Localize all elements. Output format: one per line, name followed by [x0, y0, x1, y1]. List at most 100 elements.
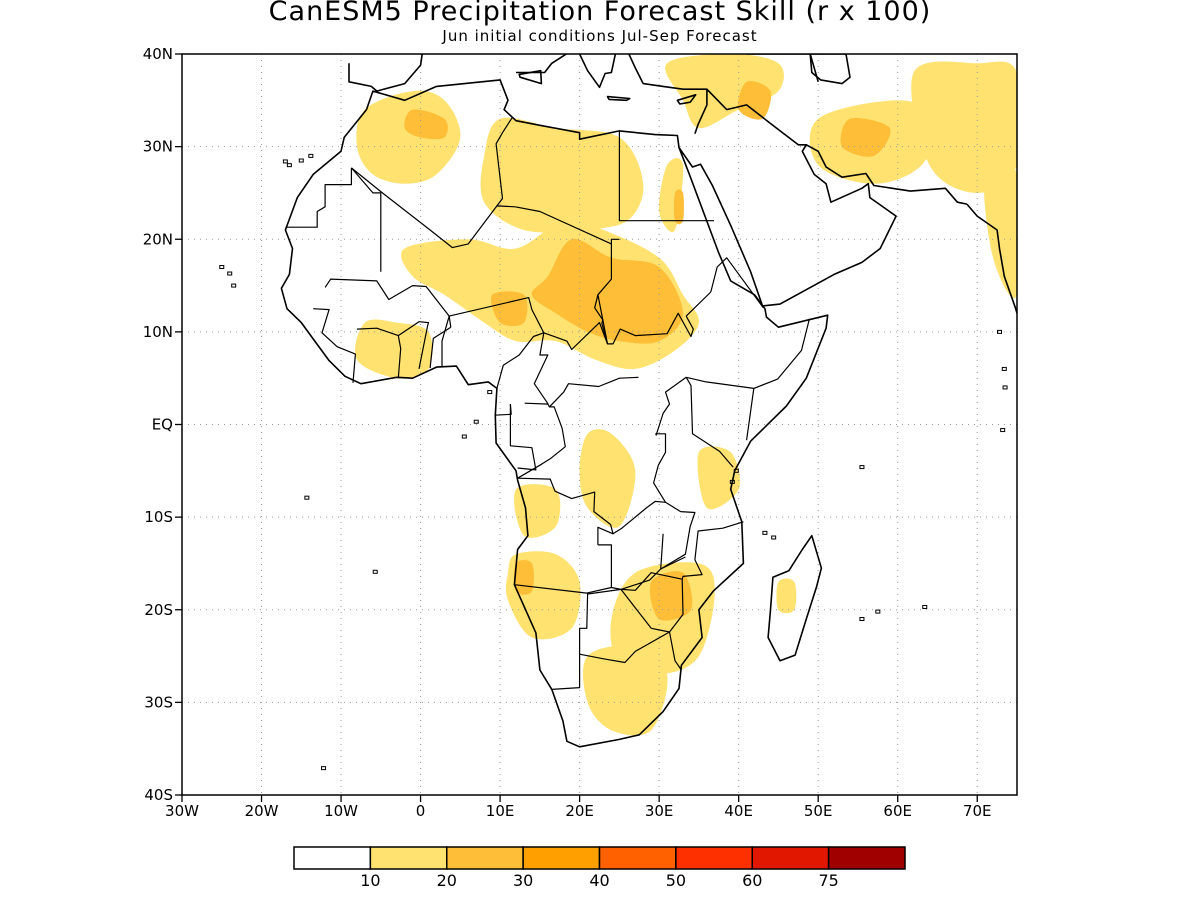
country-border-31	[579, 572, 684, 664]
legend-label: 30	[513, 871, 533, 890]
island-2	[282, 159, 288, 164]
x-tick-label: 30E	[645, 802, 674, 820]
coastline-caspian	[809, 54, 851, 85]
x-tick-label: 60E	[883, 802, 912, 820]
country-border-13	[610, 238, 620, 244]
legend-label: 75	[818, 871, 838, 890]
legend-label: 60	[742, 871, 762, 890]
country-border-35	[681, 521, 744, 580]
country-border-33	[653, 433, 667, 503]
skill-region-20	[737, 80, 772, 120]
coastline-sicily	[518, 69, 543, 85]
coastline-africa	[280, 79, 829, 748]
legend-swatch-1	[293, 846, 372, 870]
x-tick-label: 30W	[165, 802, 199, 820]
legend-swatch-7	[751, 846, 830, 870]
islands-layer	[219, 153, 1008, 771]
x-tick-label: 10E	[486, 802, 515, 820]
legend-label: 40	[589, 871, 609, 890]
coastline-cyprus	[676, 94, 697, 105]
island-24	[997, 329, 1003, 334]
skill-region-14	[911, 61, 1017, 193]
legend-swatch-6	[675, 846, 753, 870]
x-tick-label: 40E	[724, 802, 753, 820]
skill-region-12	[665, 54, 784, 129]
x-tick-label: 0	[416, 802, 426, 820]
island-7	[219, 265, 225, 270]
coastline-madagascar	[767, 534, 823, 662]
country-border-18	[746, 388, 755, 441]
island-6	[231, 283, 237, 288]
axes-layer: 30W 20W 10W 0 10E 20E 30E 40E 50E 60E 70E 40N 30N 20N…	[143, 45, 992, 820]
island-8	[461, 434, 467, 439]
country-border-29	[551, 586, 622, 690]
coastline-greece	[578, 54, 617, 89]
legend-label: 20	[437, 871, 457, 890]
island-17	[922, 604, 928, 609]
island-19	[733, 468, 739, 473]
legend-swatch-4	[522, 846, 601, 870]
country-border-24	[524, 402, 549, 405]
country-border-27	[517, 477, 614, 545]
coastline-crete	[606, 95, 631, 102]
country-border-17	[686, 318, 810, 389]
island-5	[227, 271, 233, 276]
island-13	[321, 766, 327, 771]
skill-region-23	[649, 571, 693, 621]
island-11	[372, 569, 378, 574]
country-border-34	[660, 533, 686, 570]
country-border-36	[313, 308, 356, 383]
island-22	[1002, 385, 1008, 390]
country-border-30	[612, 500, 696, 590]
island-16	[875, 609, 881, 614]
skill-region-24	[674, 189, 684, 225]
coastline-iran	[805, 144, 968, 205]
y-tick-label: 30S	[144, 693, 173, 711]
y-tick-label: 20N	[143, 230, 173, 248]
island-21	[771, 535, 777, 540]
coastline-arabia	[678, 88, 897, 307]
island-9	[473, 419, 479, 424]
coastline-europe_s	[348, 54, 423, 92]
island-23	[1001, 366, 1007, 371]
country-border-5	[397, 321, 430, 370]
legend-label: 50	[666, 871, 686, 890]
coastline-turkey	[628, 54, 707, 90]
color-legend: 10 20 30 40 50 60 75	[293, 846, 906, 890]
coastline-levant_sea	[746, 54, 819, 83]
map-title: CanESM5 Precipitation Forecast Skill (r …	[268, 0, 932, 27]
country-border-23	[517, 406, 566, 479]
skill-region-11	[776, 578, 797, 614]
y-tick-label: 40N	[143, 45, 173, 63]
y-tick-label: 30N	[143, 138, 173, 156]
x-tick-label: 20W	[245, 802, 279, 820]
legend-swatch-5	[598, 846, 677, 870]
country-border-16	[685, 291, 712, 317]
country-border-4	[324, 278, 452, 328]
skill-region-18	[531, 238, 683, 344]
island-1	[298, 158, 304, 163]
island-20	[762, 530, 768, 535]
country-border-20	[655, 376, 687, 436]
country-border-11	[495, 117, 513, 207]
country-borders-layer	[285, 117, 810, 690]
country-border-26	[509, 404, 537, 471]
x-tick-label: 70E	[963, 802, 992, 820]
skill-region-4	[355, 319, 433, 379]
island-25	[1000, 428, 1006, 433]
country-border-14	[594, 294, 694, 345]
country-border-9	[449, 297, 545, 389]
skill-region-15	[983, 161, 1017, 299]
y-tick-label: 10S	[144, 508, 173, 526]
x-tick-label: 50E	[804, 802, 833, 820]
country-border-21	[543, 322, 609, 351]
legend-swatch-2	[369, 846, 448, 870]
island-18	[729, 479, 735, 484]
legend-swatch-3	[446, 846, 524, 870]
island-10	[487, 390, 493, 395]
country-border-32	[651, 627, 682, 671]
country-border-19	[685, 376, 734, 468]
island-14	[859, 465, 865, 470]
country-border-10	[515, 206, 612, 345]
